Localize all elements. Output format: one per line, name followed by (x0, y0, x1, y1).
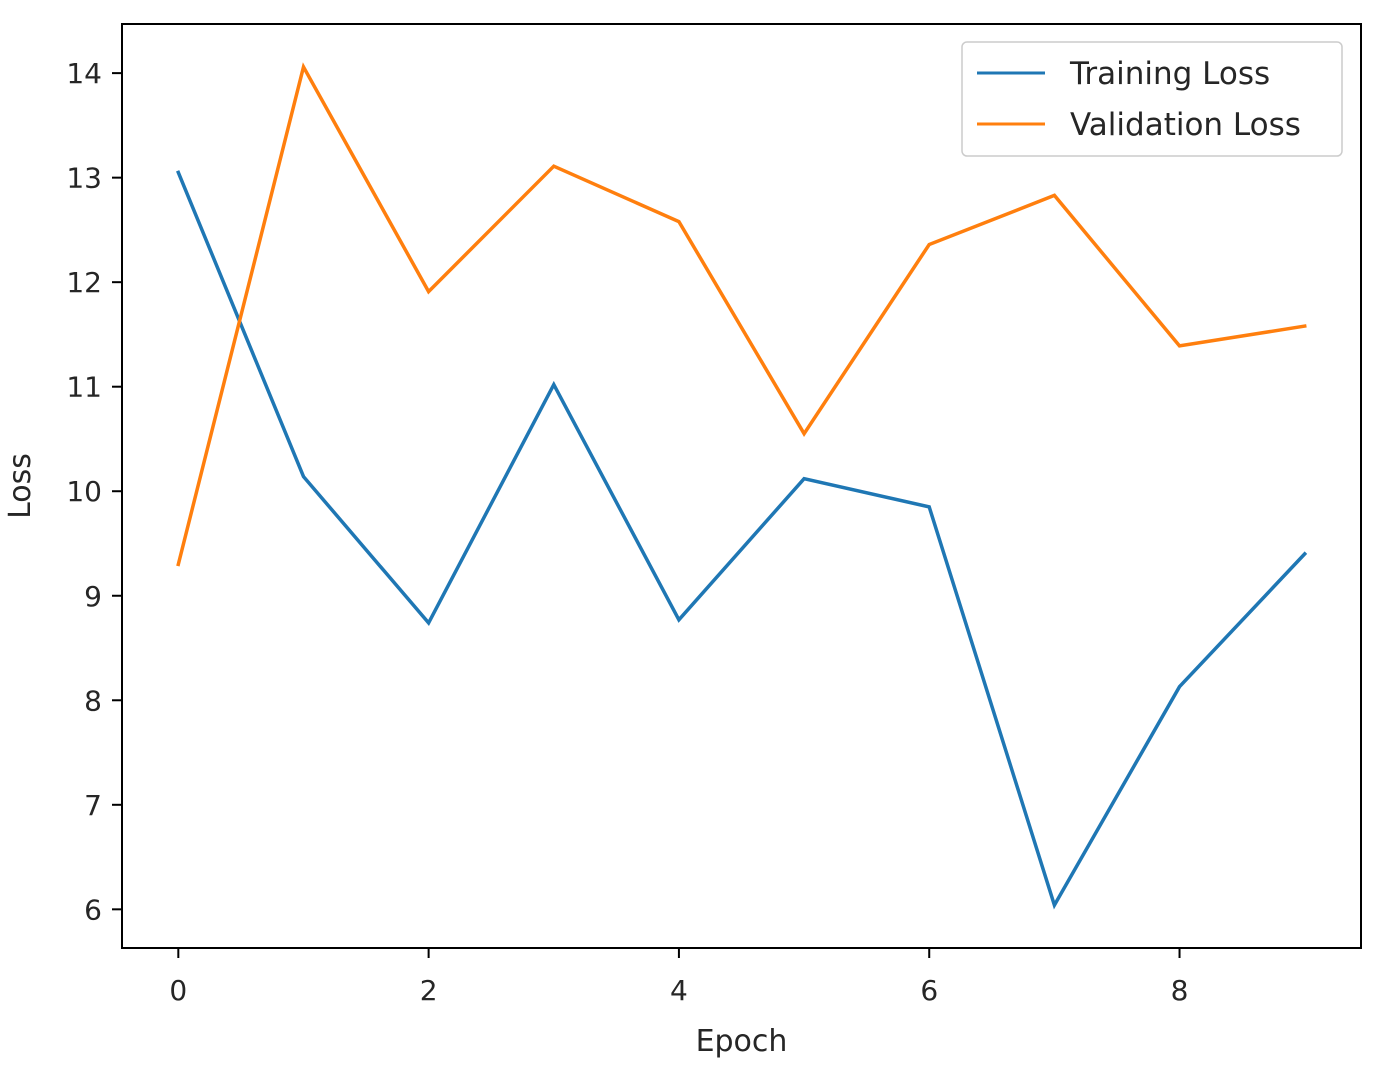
legend-box (961, 41, 1343, 157)
x-tick-label: 8 (1171, 974, 1189, 1007)
x-tick-label: 2 (420, 974, 438, 1007)
y-tick-label: 10 (66, 475, 102, 508)
plot-frame (121, 23, 1362, 949)
y-tick-label: 13 (66, 162, 102, 195)
series-lines (176, 62, 1308, 910)
y-tick-label: 14 (66, 57, 102, 90)
y-tick-label: 6 (84, 893, 102, 926)
y-tick-label: 11 (66, 371, 102, 404)
legend-entry-validation-loss: Validation Loss (1070, 107, 1301, 143)
y-axis-label: Loss (3, 453, 38, 519)
legend-entry-training-loss: Training Loss (1069, 56, 1270, 92)
x-tick-label: 4 (670, 974, 688, 1007)
ticks-layer: 0 2 4 6 8 6 7 8 9 10 11 12 13 14 (66, 57, 1188, 1007)
x-axis-label: Epoch (696, 1024, 788, 1059)
y-tick-label: 8 (84, 684, 102, 717)
y-tick-label: 7 (84, 789, 102, 822)
y-tick-label: 12 (66, 266, 102, 299)
series-line-validation-loss (176, 62, 1307, 567)
x-tick-label: 6 (920, 974, 938, 1007)
x-tick-label: 0 (169, 974, 187, 1007)
legend: Training Loss Validation Loss (961, 41, 1343, 157)
y-tick-label: 9 (84, 580, 102, 613)
series-line-training-loss (176, 170, 1308, 910)
